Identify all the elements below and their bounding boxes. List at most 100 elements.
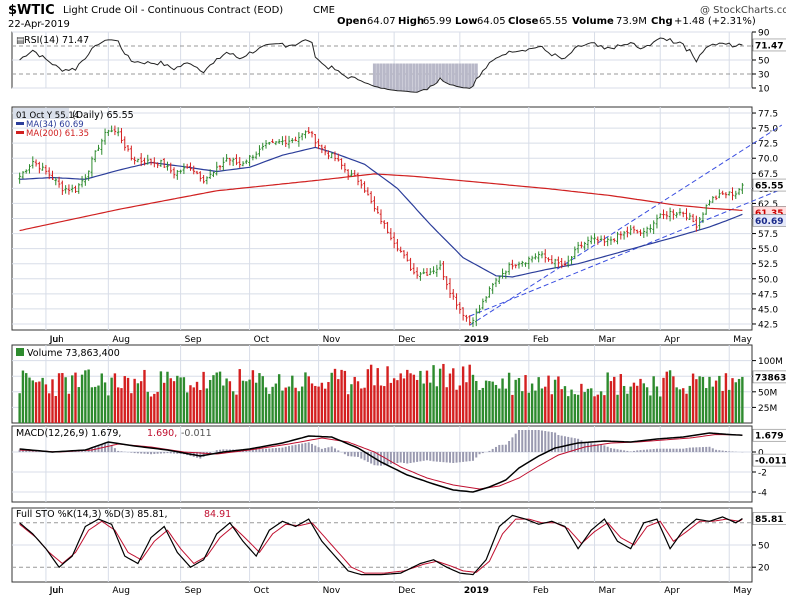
- volume-bar: [425, 370, 429, 423]
- x-axis-label: Dec: [398, 335, 415, 345]
- volume-bar: [287, 386, 291, 423]
- volume-bar: [369, 364, 373, 423]
- x-axis-label: Dec: [398, 586, 415, 596]
- volume-bar: [251, 370, 255, 423]
- volume-bar: [655, 386, 659, 423]
- volume-bar: [353, 376, 356, 423]
- volume-bar: [271, 386, 274, 423]
- y-tick-label: 25M: [758, 404, 777, 414]
- volume-bar: [34, 382, 38, 423]
- y-tick-label: 50: [758, 57, 770, 67]
- x-axis-label: 2019: [464, 335, 489, 345]
- rsi-legend-marker: ▤: [16, 36, 25, 46]
- macd-value-tag-box: [752, 428, 786, 442]
- volume-bar: [307, 376, 310, 423]
- volume-bar: [465, 382, 468, 423]
- volume-bar: [84, 370, 87, 423]
- volume-bar: [438, 368, 442, 423]
- volume-label: Volume: [572, 16, 614, 27]
- y-tick-label: 42.5: [758, 320, 778, 330]
- x-axis-label: Apr: [664, 335, 680, 345]
- y-tick-label: 10: [758, 85, 770, 95]
- volume-bar: [521, 391, 524, 423]
- volume-bar: [649, 395, 652, 423]
- volume-bar: [557, 376, 560, 423]
- volume-bar: [284, 387, 287, 423]
- volume-bar: [133, 378, 136, 423]
- ma34-value-tag: 60.69: [755, 217, 783, 227]
- volume-bar: [277, 374, 281, 423]
- volume-bar: [741, 376, 744, 423]
- volume-bar: [392, 378, 396, 423]
- volume-bar: [481, 387, 485, 423]
- y-tick-label: 55.0: [758, 245, 778, 255]
- volume-bar: [93, 386, 97, 423]
- volume-bar: [659, 396, 662, 423]
- volume-value-tag-box: [752, 370, 786, 384]
- volume-bar: [320, 382, 324, 423]
- volume-bar: [44, 384, 48, 423]
- y-tick-label: 72.5: [758, 140, 778, 150]
- volume-bar: [432, 365, 435, 423]
- volume-bar: [182, 377, 186, 423]
- volume-bar: [356, 381, 360, 423]
- volume-bar: [166, 371, 169, 423]
- x-axis-label: Mar: [599, 335, 616, 345]
- high-value: 65.99: [423, 16, 452, 27]
- y-tick-label: 70.0: [758, 155, 778, 165]
- volume-bar: [724, 373, 728, 423]
- volume-bar: [159, 371, 163, 423]
- volume-bar: [636, 385, 639, 423]
- open-label: Open: [337, 16, 367, 27]
- volume-bar: [139, 381, 143, 423]
- volume-bar: [51, 379, 54, 423]
- volume-bar: [399, 373, 402, 423]
- volume-bar: [231, 391, 235, 423]
- volume-bar: [705, 388, 708, 423]
- volume-bar: [662, 377, 665, 423]
- volume-bar: [258, 373, 261, 423]
- volume-bar: [583, 392, 586, 423]
- x-axis-label: May: [733, 586, 752, 596]
- volume-bar: [695, 379, 698, 423]
- volume-bar: [71, 375, 74, 423]
- volume-bar: [619, 374, 623, 423]
- volume-bar: [494, 384, 498, 423]
- volume-bar: [218, 371, 222, 423]
- volume-bar: [350, 384, 353, 423]
- volume-bar: [80, 374, 84, 423]
- hover-readout: 01 Oct Y 55.14: [16, 111, 79, 121]
- volume-bar: [737, 378, 741, 423]
- x-axis-label: Oct: [254, 335, 270, 345]
- volume-bar: [199, 389, 202, 423]
- volume-bar: [570, 389, 573, 423]
- volume-bar: [642, 383, 646, 423]
- low-label: Low: [455, 16, 477, 27]
- volume-bar: [38, 381, 41, 423]
- sto-value-tag: 85.81: [755, 515, 783, 525]
- volume-bar: [606, 372, 609, 423]
- volume-bar: [389, 382, 393, 423]
- macd-hist-tag-box: [752, 453, 786, 467]
- rsi-legend: RSI(14) 71.47: [24, 35, 89, 46]
- volume-bar: [268, 393, 271, 423]
- exchange: CME: [313, 5, 335, 16]
- volume-bar: [537, 377, 540, 423]
- volume-bar: [553, 379, 557, 423]
- volume-bar: [718, 375, 721, 423]
- x-axis-label: May: [733, 335, 752, 345]
- volume-bar: [48, 393, 51, 423]
- volume-bar: [18, 393, 21, 423]
- volume-bar: [448, 373, 452, 423]
- y-tick-label: 0: [758, 449, 764, 459]
- low-value: 64.05: [477, 16, 506, 27]
- volume-bar: [530, 383, 534, 423]
- volume-bar: [672, 376, 675, 423]
- y-tick-label: 90: [758, 29, 770, 39]
- volume-value-tag: 73863400: [755, 373, 786, 383]
- volume-bar: [471, 374, 475, 423]
- volume-bar: [409, 373, 412, 423]
- volume-bar: [524, 375, 527, 423]
- y-tick-label: 47.5: [758, 290, 778, 300]
